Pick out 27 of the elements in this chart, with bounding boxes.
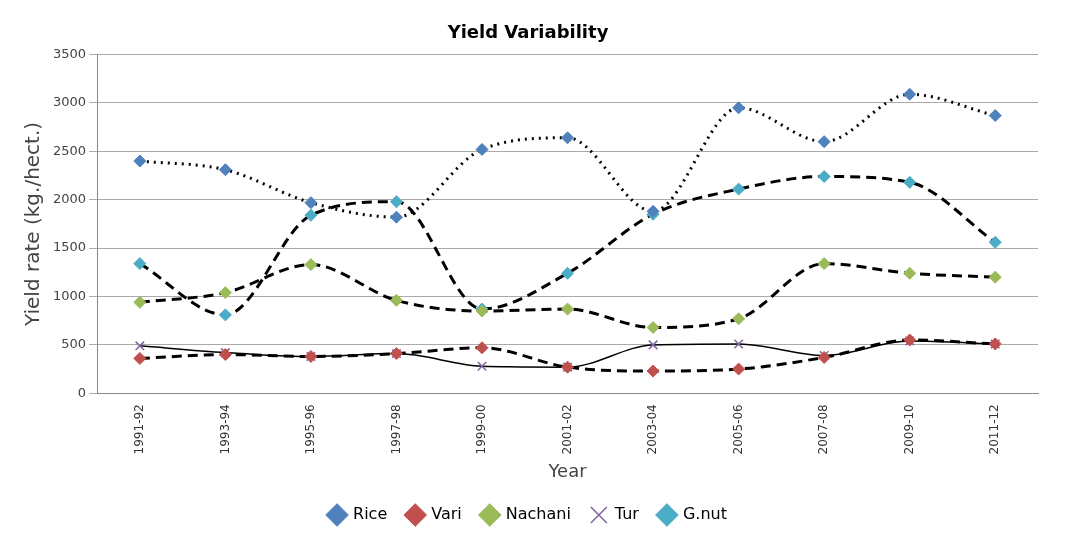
x-tick-label: 1999-00 (474, 404, 489, 455)
x-tick-label: 2003-04 (645, 404, 660, 455)
x-tick-label: 2001-02 (559, 404, 574, 455)
y-tick-label: 2000 (52, 191, 87, 207)
legend-label: G.nut (682, 504, 727, 524)
x-axis-title: Year (547, 459, 588, 481)
x-tick-label: 1993-94 (217, 404, 232, 455)
x-tick-label: 2011-12 (987, 404, 1002, 455)
x-tick-label: 2009-10 (901, 404, 916, 455)
x-tick-label: 2007-08 (816, 404, 831, 455)
legend-label: Vari (431, 504, 462, 524)
legend-label: Rice (353, 504, 388, 524)
y-tick-label: 0 (77, 384, 87, 400)
x-tick-label: 2005-06 (730, 404, 745, 455)
chart-title: Yield Variability (446, 21, 609, 43)
y-axis-title: Yield rate (kg./hect.) (20, 121, 45, 327)
y-tick-label: 3500 (52, 45, 87, 61)
y-tick-label: 500 (61, 336, 87, 352)
x-tick-label: 1991-92 (131, 404, 146, 455)
y-tick-label: 1500 (52, 239, 87, 255)
y-tick-label: 2500 (52, 142, 87, 158)
y-tick-label: 1000 (52, 287, 87, 303)
x-tick-label: 1997-98 (388, 404, 403, 455)
legend-label: Nachani (505, 504, 571, 524)
x-tick-label: 1995-96 (303, 404, 318, 455)
y-tick-label: 3000 (52, 94, 87, 110)
legend-label: Tur (613, 504, 640, 524)
